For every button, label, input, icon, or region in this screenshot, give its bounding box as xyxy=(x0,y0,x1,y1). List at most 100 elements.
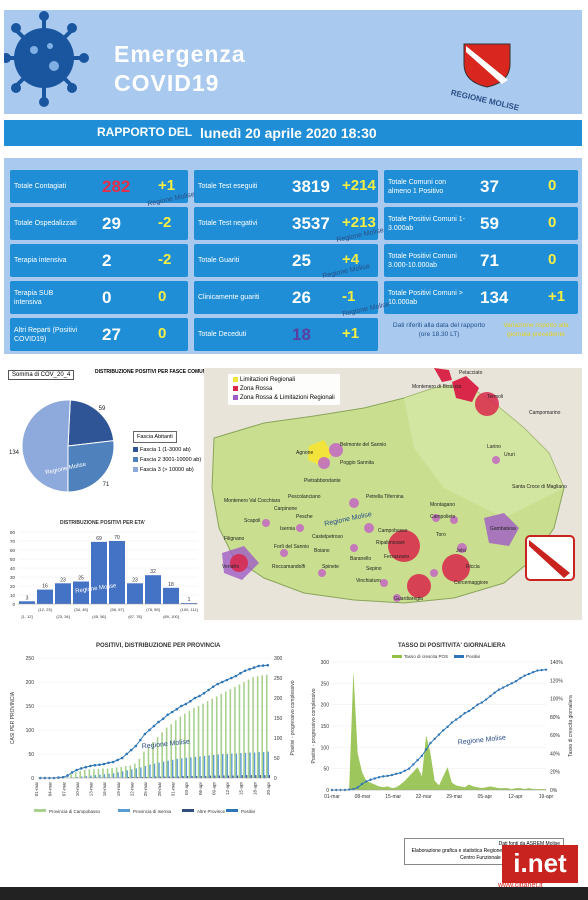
town-label: Spinete xyxy=(322,564,339,570)
positivi-point xyxy=(111,760,115,764)
x-tick-label: 19-mar xyxy=(116,782,121,797)
y-tick-label: 100 xyxy=(321,745,330,751)
stat-card: Totale Deceduti 18 +1 xyxy=(194,318,378,351)
town-label: Montenero di Bisaccia xyxy=(412,384,462,390)
stat-value: 29 xyxy=(102,214,121,233)
x-tick-label: 28-mar xyxy=(157,782,162,797)
itnet-url[interactable]: www.cittanet.it xyxy=(498,882,543,889)
isernia-bar xyxy=(172,759,174,778)
stat-card: Clinicamente guariti 26 -1 xyxy=(194,281,378,314)
map-legend-item: Zona Rossa xyxy=(233,385,335,394)
positivi-point xyxy=(225,678,229,682)
isernia-bar xyxy=(94,775,97,778)
positivi-point xyxy=(493,691,496,694)
y-tick-label: 200 xyxy=(26,680,35,686)
stat-card: Totale Test eseguiti 3819 +214 xyxy=(194,170,378,203)
pie-chart-title: Somma di COV_20_4 xyxy=(8,370,75,380)
isernia-bar xyxy=(208,755,210,778)
positivi-point xyxy=(79,767,83,770)
map-shapes xyxy=(211,368,575,604)
campobasso-bar xyxy=(206,701,209,778)
y-tick-label: 150 xyxy=(26,704,35,710)
positivi-point xyxy=(143,732,147,736)
campobasso-bar xyxy=(170,724,173,778)
altre-bar xyxy=(246,775,248,778)
pie-slice xyxy=(21,399,71,493)
legend-label: Positivi xyxy=(466,654,480,659)
positivi-point xyxy=(429,741,432,745)
isernia-bar xyxy=(126,770,128,778)
x-tick-label: (23, 34] xyxy=(56,614,70,619)
town-label: Campomarino xyxy=(529,410,561,416)
altre-bar xyxy=(218,775,221,778)
positivi-point xyxy=(75,768,78,772)
bar-data-label: 25 xyxy=(78,576,84,582)
x-tick-label: 03-apr xyxy=(184,782,189,796)
positivi-point xyxy=(243,669,247,673)
positivi-point xyxy=(502,686,505,689)
positivi-point xyxy=(98,763,101,767)
campobasso-bar xyxy=(147,746,150,778)
campobasso-bar xyxy=(97,768,100,778)
positivi-point xyxy=(170,710,174,714)
campobasso-bar xyxy=(243,682,245,778)
y-tick-label: 50 xyxy=(323,767,329,773)
legend-label: Altre Province xyxy=(197,809,226,814)
campobasso-bar xyxy=(102,768,104,778)
x-tick-label: (100, 111] xyxy=(180,607,197,612)
y2-tick-label: 50 xyxy=(274,756,280,762)
region-map: Limitazioni Regionali Zona Rossa Zona Ro… xyxy=(204,368,582,620)
x-tick-label: 08-mar xyxy=(355,794,371,800)
legend-label: Provincia di Isernia xyxy=(133,809,172,814)
legend-swatch xyxy=(34,809,46,812)
stat-label: Clinicamente guariti xyxy=(198,294,260,301)
positivi-point xyxy=(519,677,522,680)
positivi-line xyxy=(332,669,547,791)
isernia-bar xyxy=(212,754,215,778)
positivi-point xyxy=(442,729,445,732)
x-tick-label: 31-mar xyxy=(170,782,175,797)
positivi-point xyxy=(544,668,548,671)
note-reference: Dati riferiti alla data del rapporto (or… xyxy=(392,322,486,338)
isernia-bar xyxy=(267,751,269,778)
x-tick-label: 12-apr xyxy=(508,794,523,800)
isernia-bar xyxy=(144,766,147,778)
positivi-point xyxy=(527,672,531,676)
legend-swatch xyxy=(454,655,464,658)
legend-label: Tasso di crescita POS xyxy=(404,654,448,659)
positivi-point xyxy=(390,773,394,777)
campobasso-bar xyxy=(120,766,122,778)
town-label: Montagano xyxy=(430,502,456,508)
x-tick-label: 16-mar xyxy=(102,782,107,797)
town-label: Riccia xyxy=(466,564,480,570)
stat-value: 18 xyxy=(292,325,311,344)
pie-chart-subtitle: DISTRIBUZIONE POSITIVI PER FASCE COMUNI xyxy=(95,369,208,375)
page-title: Emergenza COVID19 xyxy=(114,40,246,98)
positivi-point xyxy=(134,744,138,748)
campobasso-bar xyxy=(65,777,68,778)
age-bar xyxy=(145,575,161,604)
isernia-bar xyxy=(131,769,133,778)
x-tick-label: (45, 56] xyxy=(92,614,106,619)
positivi-point xyxy=(161,717,165,721)
town-label: Ururi xyxy=(504,452,515,458)
campobasso-bar xyxy=(265,674,268,778)
stat-label: Totale Positivi Comuni 3.000-10.000ab xyxy=(388,252,457,269)
stat-value: 0 xyxy=(102,288,112,307)
isernia-bar xyxy=(176,758,178,778)
campobasso-bar xyxy=(238,684,241,778)
positivi-point xyxy=(266,663,270,667)
bottom-frame xyxy=(0,887,588,900)
positivi-point xyxy=(412,763,415,766)
x-tick-label: 07-mar xyxy=(61,782,66,797)
stat-delta: +1 xyxy=(158,177,176,194)
isernia-bar xyxy=(231,753,233,778)
altre-bar xyxy=(182,776,184,778)
positivi-point xyxy=(261,664,265,667)
stat-delta: 0 xyxy=(548,214,557,231)
altre-bar xyxy=(164,776,166,778)
town-label: Santa Croce di Magliano xyxy=(512,484,567,490)
isernia-bar xyxy=(244,753,247,778)
campobasso-bar xyxy=(261,675,263,778)
positivi-point xyxy=(403,769,406,772)
